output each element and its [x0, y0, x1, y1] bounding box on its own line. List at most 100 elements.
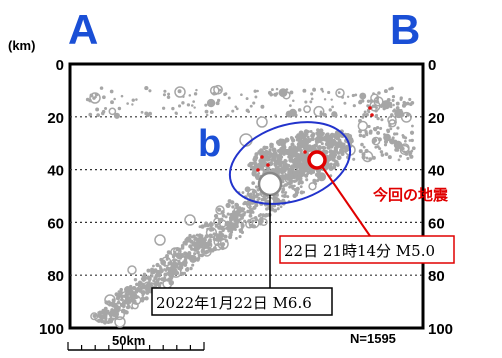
hypocenter-point: [206, 98, 216, 108]
hypocenter-point: [358, 100, 363, 105]
hypocenter-point: [242, 207, 246, 211]
hypocenter-point: [335, 136, 340, 141]
hypocenter-point: [327, 156, 333, 162]
hypocenter-point: [386, 98, 391, 102]
hypocenter-point: [340, 151, 344, 155]
hypocenter-point: [294, 163, 298, 167]
hypocenter-point: [228, 221, 233, 226]
hypocenter-point: [292, 99, 295, 103]
hypocenter-point: [374, 145, 378, 149]
hypocenter-point: [231, 109, 235, 113]
hypocenter-point: [323, 165, 329, 170]
hypocenter-point: [383, 133, 386, 136]
hypocenter-point: [312, 178, 317, 183]
hypocenter-point: [390, 86, 394, 91]
hypocenter-point: [231, 205, 235, 209]
hypocenter-point: [365, 113, 369, 117]
hypocenter-point: [148, 89, 152, 93]
hypocenter-point: [282, 164, 286, 168]
hypocenter-point: [93, 313, 97, 318]
hypocenter-point: [171, 106, 175, 111]
hypocenter-point: [391, 98, 395, 102]
hypocenter-point: [224, 222, 229, 227]
hypocenter-point: [331, 105, 334, 109]
hypocenter-point: [288, 175, 293, 181]
hypocenter-point: [199, 244, 204, 249]
hypocenter-point: [214, 223, 218, 227]
hypocenter-point: [400, 143, 410, 153]
hypocenter-point: [289, 90, 294, 95]
section-label-left: A: [68, 6, 98, 53]
hypocenter-point: [369, 100, 381, 112]
y-ticks-right: 0 20 40 60 80 100: [428, 57, 453, 338]
hypocenter-point: [266, 163, 270, 167]
hypocenter-point: [386, 129, 391, 134]
hypocenter-point: [299, 140, 303, 144]
hypocenter-point: [259, 216, 264, 221]
hypocenter-point: [334, 144, 340, 150]
hypocenter-point: [401, 134, 405, 137]
hypocenter-point: [116, 305, 121, 311]
hypocenter-point: [281, 184, 286, 188]
hypocenter-point: [316, 144, 323, 151]
hypocenter-point: [140, 282, 145, 286]
hypocenter-point: [252, 193, 256, 197]
hypocenter-point: [309, 129, 313, 133]
hypocenter-point: [399, 96, 403, 100]
hypocenter-point: [284, 137, 290, 143]
hypocenter-point: [302, 88, 307, 93]
hypocenter-point: [121, 300, 126, 304]
hypocenter-point: [329, 136, 334, 141]
hypocenter-point: [131, 103, 134, 106]
hypocenter-point: [209, 227, 213, 232]
hypocenter-point: [333, 148, 339, 154]
hypocenter-point: [387, 155, 392, 160]
hypocenter-point: [217, 238, 229, 250]
hypocenter-point: [197, 233, 203, 238]
hypocenter-point: [275, 87, 279, 91]
main-event-m50-marker: [307, 150, 327, 170]
hypocenter-point: [303, 163, 307, 166]
hypocenter-point: [303, 132, 308, 137]
section-label-right: B: [390, 6, 420, 53]
hypocenter-point: [290, 152, 294, 156]
hypocenter-point: [197, 245, 201, 250]
hypocenter-point: [90, 312, 99, 321]
hypocenter-point: [229, 230, 234, 234]
hypocenter-point: [98, 314, 103, 319]
hypocenter-point: [286, 195, 290, 199]
y-tick-label-left: 80: [47, 268, 64, 285]
hypocenter-point: [110, 100, 114, 105]
hypocenter-point: [109, 89, 114, 94]
hypocenter-point: [127, 304, 131, 309]
hypocenter-point: [372, 140, 376, 144]
hypocenter-point: [177, 89, 182, 94]
hypocenter-point: [178, 254, 182, 258]
hypocenter-point: [313, 105, 325, 118]
hypocenter-point: [280, 171, 284, 175]
hypocenter-point: [299, 151, 304, 156]
hypocenter-point: [157, 273, 162, 278]
hypocenter-point: [148, 279, 151, 283]
hypocenter-point: [352, 157, 356, 161]
hypocenter-point: [131, 301, 139, 310]
hypocenter-point: [203, 250, 209, 255]
hypocenter-point: [320, 87, 324, 91]
hypocenter-point: [368, 106, 372, 110]
hypocenter-point: [227, 199, 232, 204]
hypocenter-point: [193, 92, 198, 96]
hypocenter-point: [288, 104, 292, 108]
hypocenter-point: [155, 262, 160, 268]
hypocenter-point: [284, 191, 288, 194]
hypocenter-point: [379, 126, 383, 130]
hypocenter-point: [299, 157, 304, 162]
hypocenter-point: [96, 113, 100, 118]
main-event-m66-marker: [257, 171, 283, 197]
y-tick-label-right: 20: [428, 110, 445, 127]
hypocenter-point: [367, 124, 371, 129]
hypocenter-point: [154, 283, 158, 287]
hypocenter-point: [382, 106, 386, 111]
hypocenter-point: [310, 92, 314, 96]
hypocenter-point: [209, 110, 214, 114]
